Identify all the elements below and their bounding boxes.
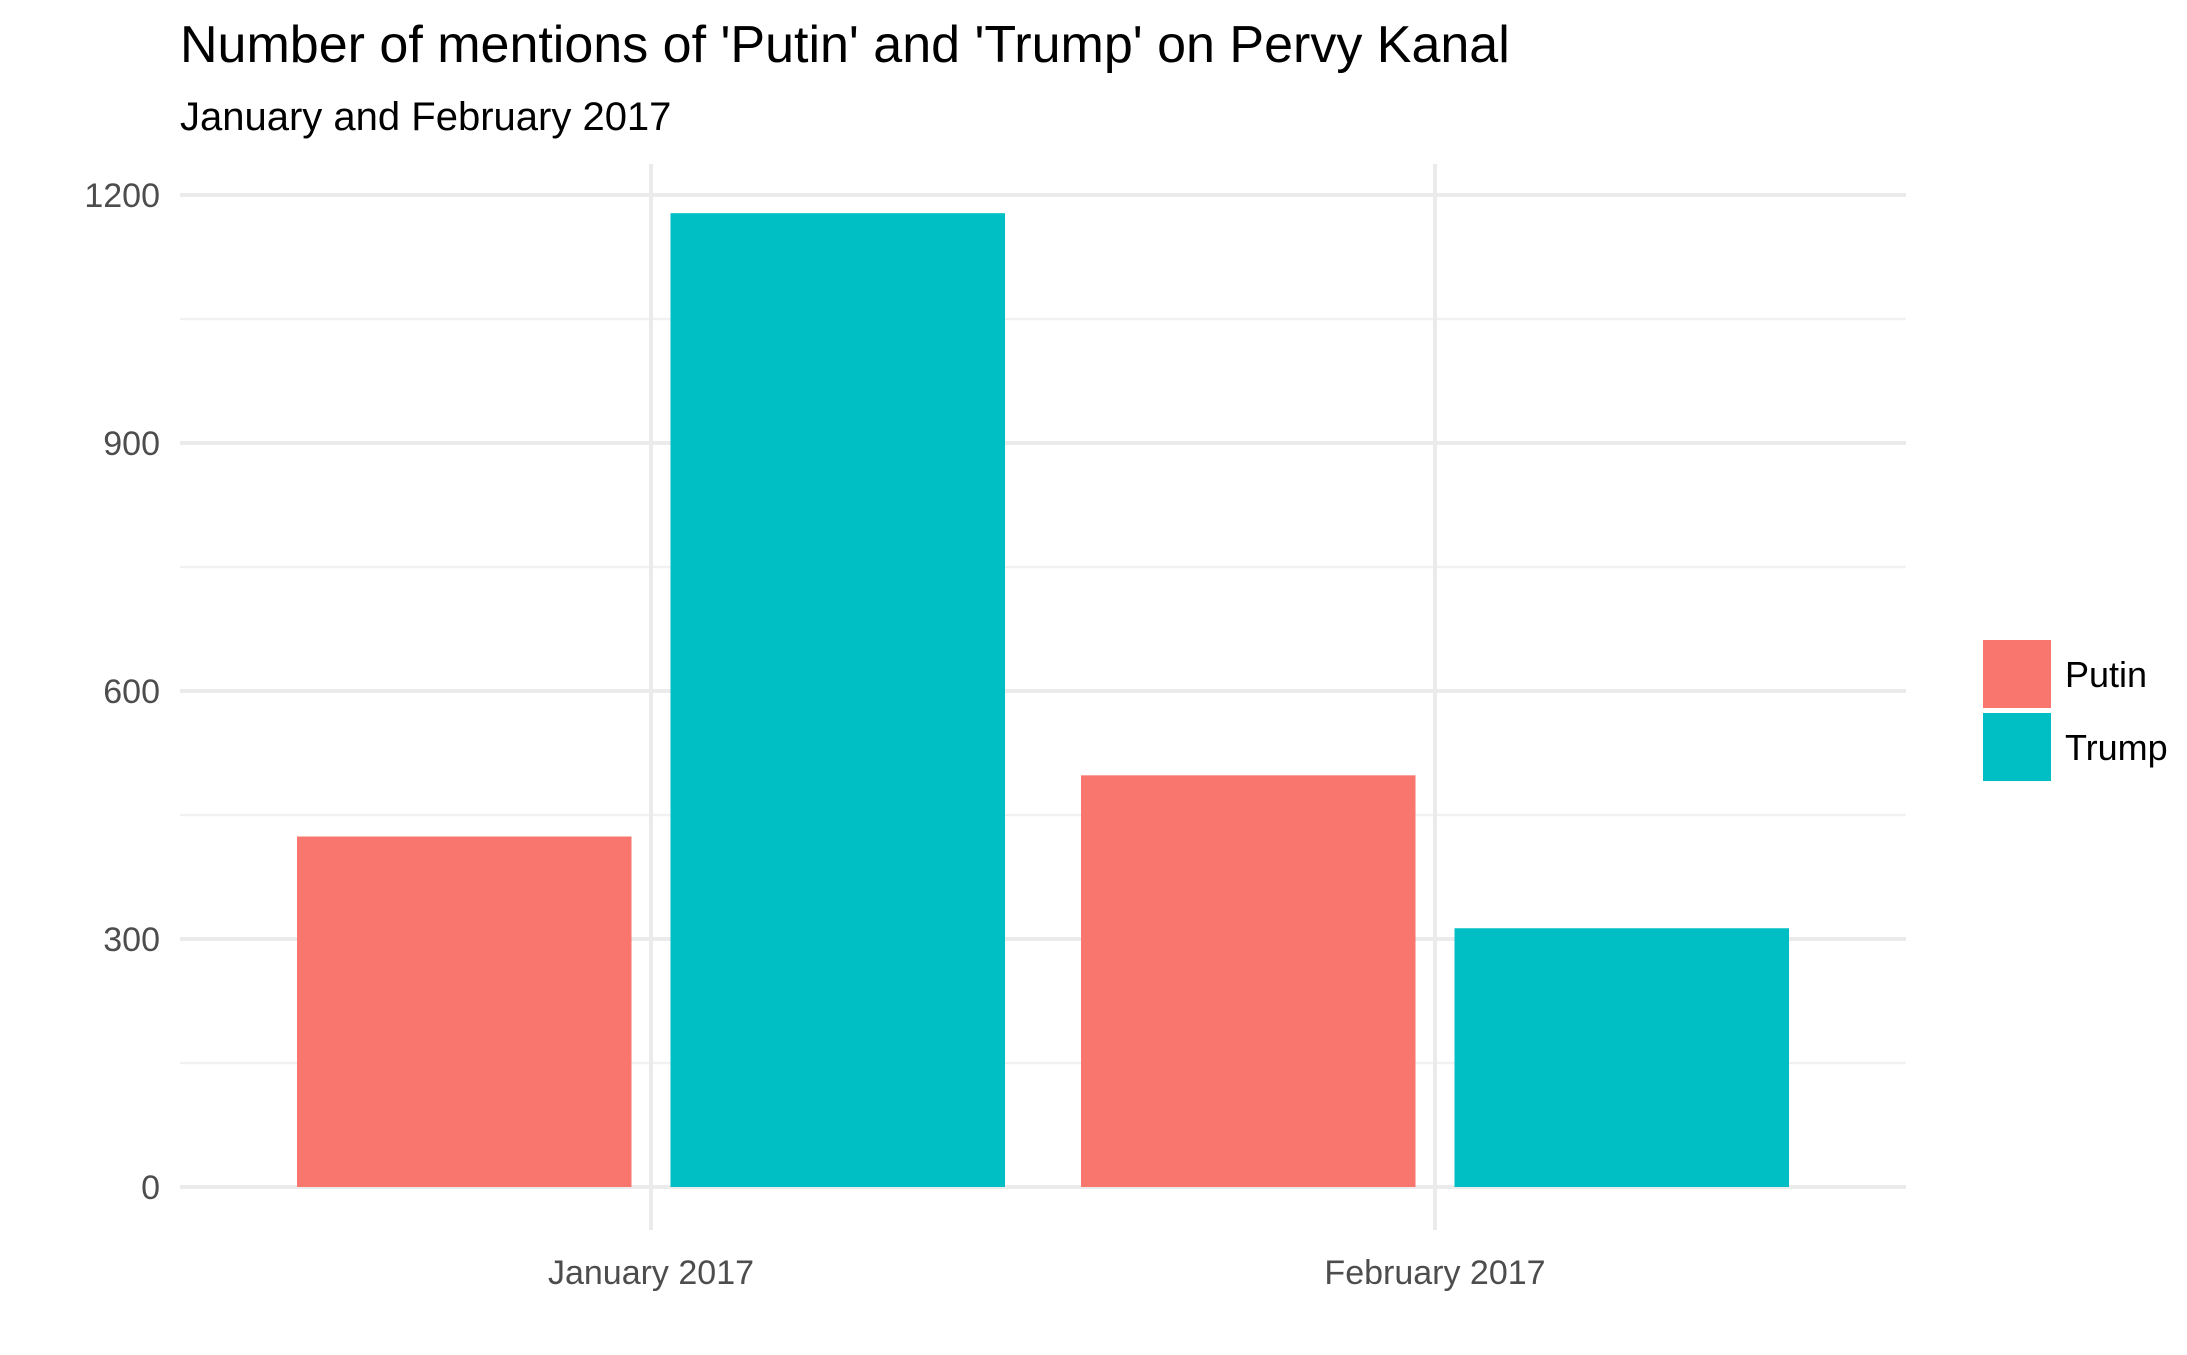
legend-label-putin: Putin [2065,654,2147,695]
bar-trump [1454,928,1789,1187]
x-tick-label: January 2017 [548,1254,754,1292]
legend-label-trump: Trump [2065,727,2168,768]
axis-labels: 0 300 600 900 1200 January 2017 February 2017 [84,177,1545,1292]
bar-putin [297,836,632,1187]
y-tick-label: 600 [103,673,160,711]
legend-key-trump [1983,713,2051,781]
y-tick-label: 300 [103,921,160,959]
x-tick-label: February 2017 [1324,1254,1545,1292]
chart-title: Number of mentions of 'Putin' and 'Trump… [180,16,1510,74]
y-tick-label: 900 [103,425,160,463]
chart-subtitle: January and February 2017 [180,95,671,139]
bars-layer [297,213,1789,1188]
legend: Putin Trump [1983,640,2168,781]
bar-trump [670,213,1005,1188]
bar-putin [1081,775,1416,1187]
y-tick-label: 0 [141,1169,160,1207]
y-tick-label: 1200 [84,177,160,215]
legend-key-putin [1983,640,2051,708]
